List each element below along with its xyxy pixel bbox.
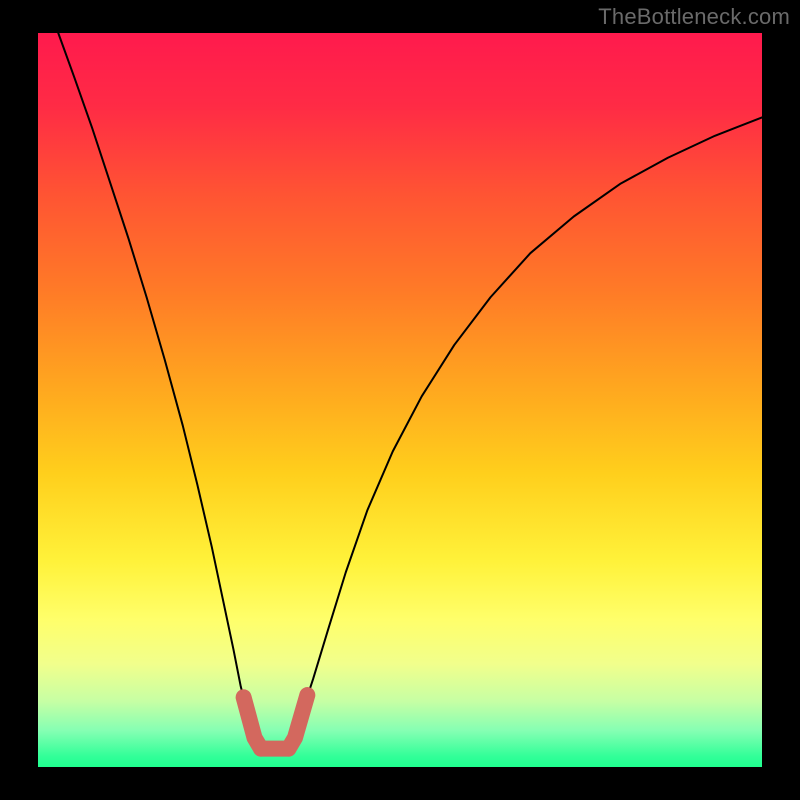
chart-stage: TheBottleneck.com: [0, 0, 800, 800]
watermark-text: TheBottleneck.com: [598, 4, 790, 30]
bottleneck-chart: [0, 0, 800, 800]
